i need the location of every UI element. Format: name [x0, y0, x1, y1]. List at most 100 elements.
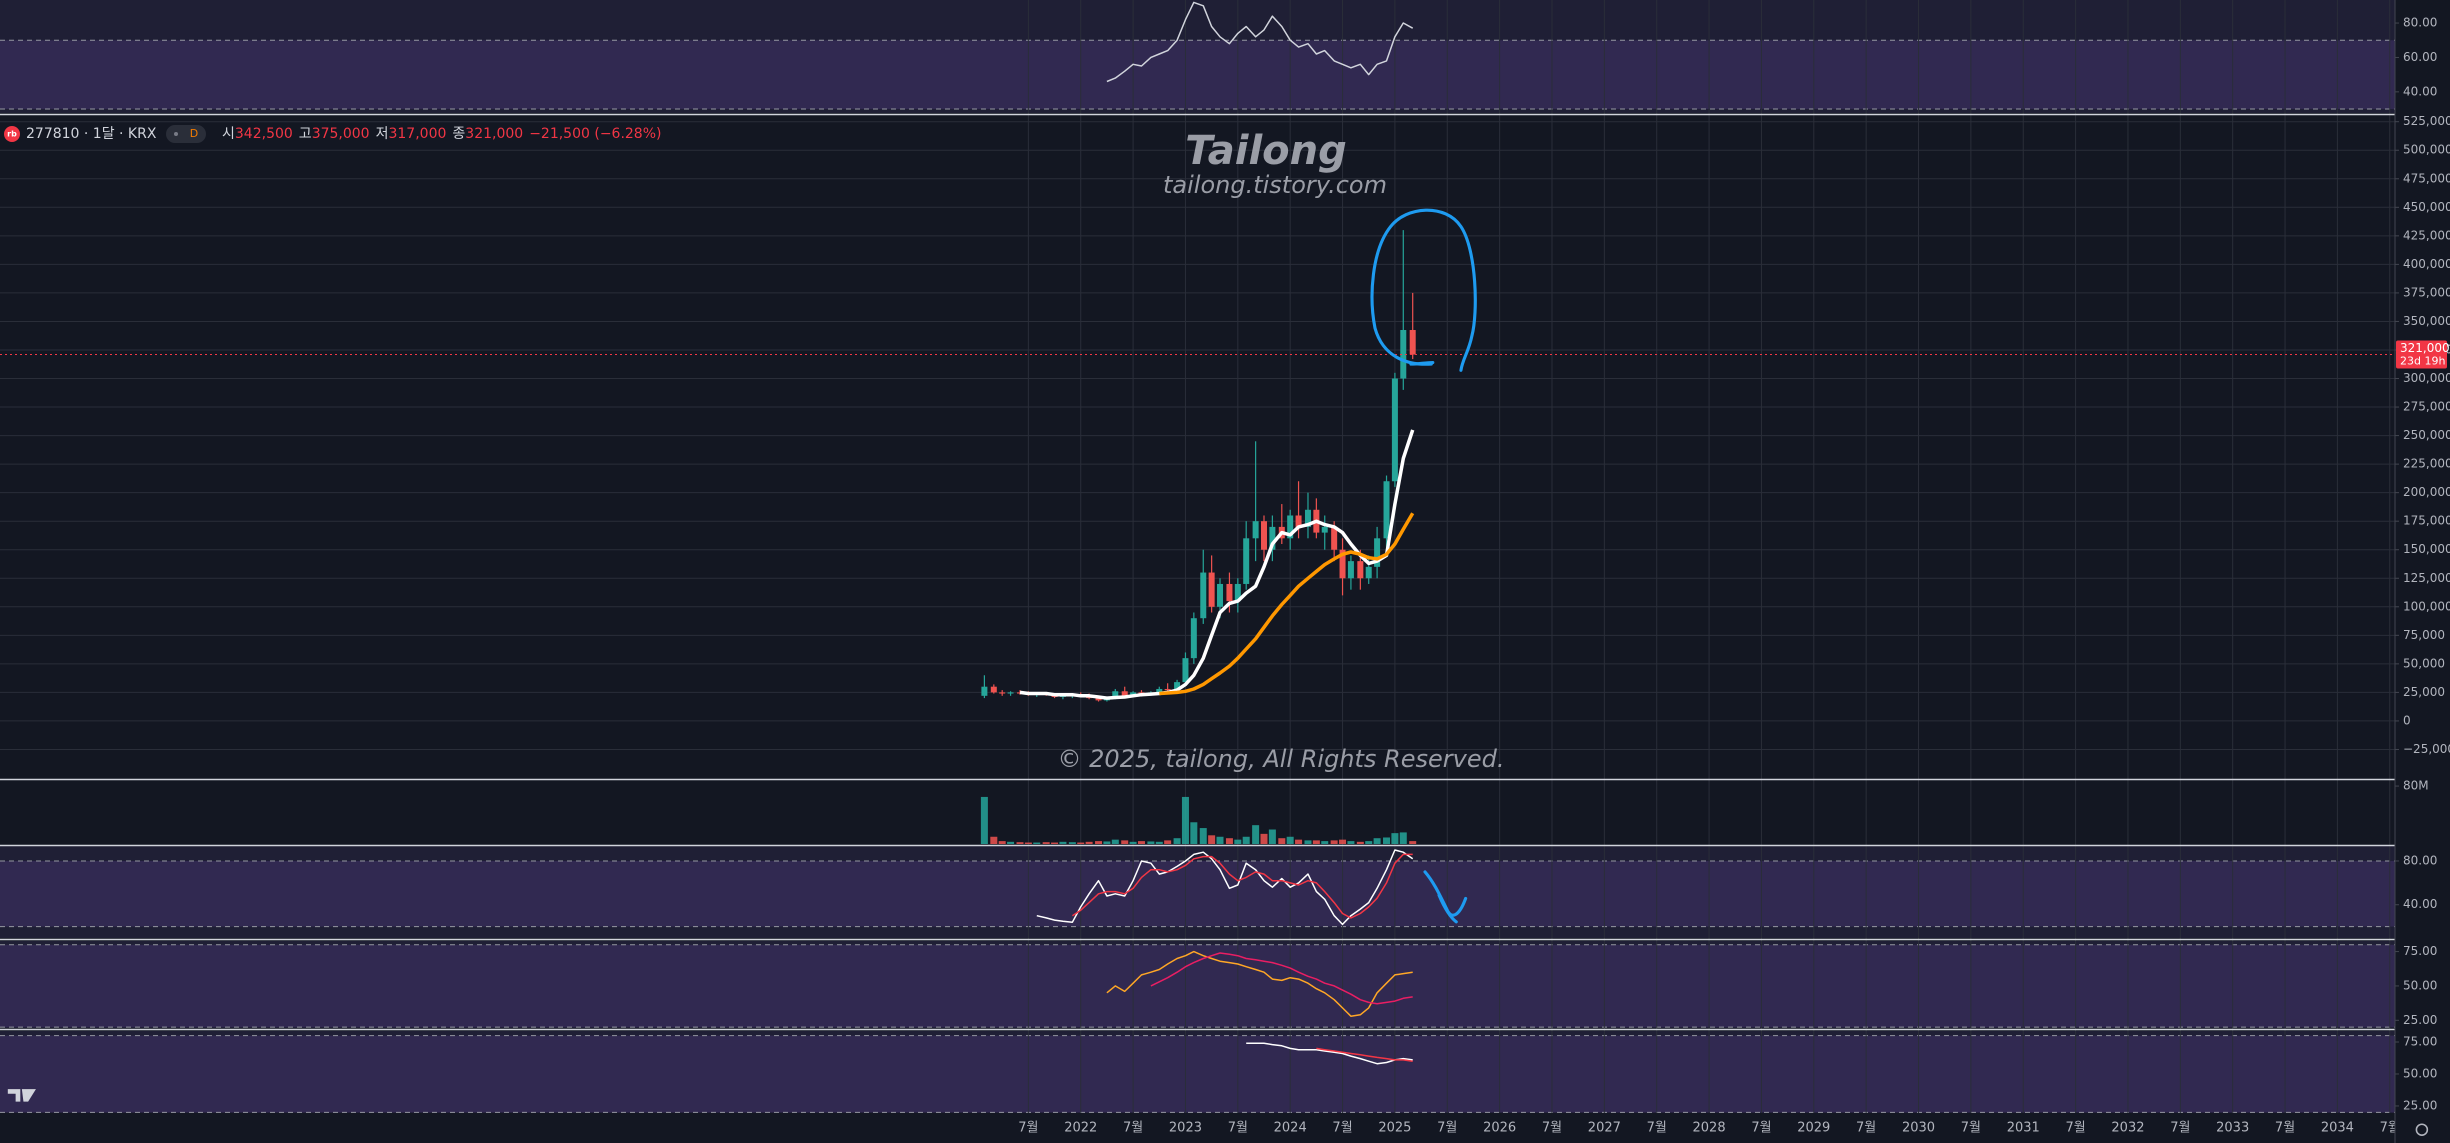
watermark-title: Tailong	[1185, 128, 1347, 174]
y-tick-label: 300,000	[2403, 371, 2450, 385]
volume-bar	[1111, 839, 1119, 844]
volume-bar	[1391, 833, 1399, 844]
candle-body	[1304, 509, 1311, 527]
band	[0, 860, 2395, 927]
low-label: 저	[376, 126, 389, 142]
y-tick-label: 150,000	[2403, 542, 2450, 556]
x-tick-label: 7월	[1332, 1121, 1352, 1136]
high: 375,000	[312, 126, 370, 142]
volume-bar	[1199, 828, 1207, 844]
countdown: 23d 19h	[2400, 355, 2445, 368]
price-scale	[2395, 0, 2450, 1143]
y-tick-label: 225,000	[2403, 457, 2450, 471]
candle-body	[1321, 526, 1328, 533]
volume-bar	[1103, 841, 1111, 844]
volume-bar	[1137, 841, 1145, 844]
y-tick-label: 75.00	[2403, 944, 2437, 958]
indicator-line	[1106, 1, 1414, 83]
candle-body	[1208, 572, 1215, 607]
candle-body	[1365, 566, 1372, 579]
candle-body	[1095, 698, 1102, 701]
volume-bar	[1121, 840, 1129, 844]
volume-bar	[1095, 841, 1103, 844]
volume-bar	[1383, 837, 1391, 844]
candle-body	[1391, 378, 1398, 482]
volume-bar	[1007, 841, 1015, 844]
volume-bar	[1312, 840, 1320, 844]
y-tick-label: 475,000	[2403, 171, 2450, 185]
x-tick-label: 7월	[2170, 1121, 2190, 1136]
close: 321,000	[465, 126, 523, 142]
copyright: © 2025, tailong, All Rights Reserved.	[1058, 745, 1505, 773]
candle-body	[1243, 538, 1250, 584]
y-tick-label: 425,000	[2403, 228, 2450, 242]
panel-fill	[0, 1031, 2395, 1113]
candle-body	[1339, 549, 1346, 579]
candle-body	[1226, 583, 1233, 602]
band	[0, 944, 2395, 1028]
volume-bar	[1147, 841, 1155, 844]
x-tick-label: 7월	[1123, 1121, 1143, 1136]
indicator-line	[1316, 1047, 1413, 1062]
stroke-annotation	[1409, 360, 1435, 366]
volume-bar	[1347, 841, 1355, 844]
y-tick-label: 400,000	[2403, 257, 2450, 271]
indicator-line	[1106, 950, 1413, 1017]
high-label: 고	[299, 126, 312, 142]
volume-bar	[1216, 836, 1224, 844]
x-tick-label: 7월	[1751, 1121, 1771, 1136]
volume-bar	[1129, 841, 1137, 844]
volume-bar	[1085, 841, 1093, 844]
watermark-url: tailong.tistory.com	[1163, 171, 1387, 199]
volume-bar	[1373, 838, 1381, 844]
volume-bar	[1051, 842, 1059, 844]
logo[interactable]	[7, 1089, 36, 1102]
volume-bar	[998, 841, 1006, 844]
volume-bar	[1024, 842, 1032, 844]
overlay: rb 277810 · 1달 · KRX D 시342,500 고375,000 저…	[4, 125, 2429, 1136]
y-tick-label: 500,000	[2403, 143, 2450, 157]
y-tick-label: 525,000	[2403, 114, 2450, 128]
candle-body	[981, 686, 988, 696]
volume-bar	[1242, 836, 1250, 844]
band	[0, 40, 2395, 110]
x-tick-label: 2034	[2321, 1121, 2354, 1136]
volume-bar	[1016, 842, 1024, 844]
ohlc: 시342,500 고375,000 저317,000 종321,000 −21,500 …	[222, 126, 661, 142]
y-tick-label: 250,000	[2403, 428, 2450, 442]
volume-bar	[1356, 841, 1364, 844]
band	[0, 1035, 2395, 1113]
y-tick-label: 75.00	[2403, 1035, 2437, 1049]
candle-body	[1156, 688, 1163, 693]
settings-icon[interactable]	[2415, 1123, 2429, 1136]
badge	[166, 125, 206, 143]
panel-fill	[0, 0, 2395, 113]
candle-body	[999, 692, 1006, 694]
volume-bar	[1260, 833, 1268, 844]
candle-body	[1331, 526, 1338, 550]
symbol[interactable]: 277810 · 1달 · KRX	[26, 126, 157, 142]
volume-bar	[990, 836, 998, 844]
y-tick-label: 175,000	[2403, 514, 2450, 528]
y-tick-label: 350,000	[2403, 314, 2450, 328]
indicator-line	[1071, 853, 1413, 919]
candle-body	[1295, 515, 1302, 527]
volume-bar	[1068, 842, 1076, 844]
indicator-line	[1150, 952, 1413, 1005]
volume-bar	[1339, 839, 1347, 844]
volume-bar	[1173, 838, 1181, 844]
y-tick-label: 450,000	[2403, 200, 2450, 214]
volume-bar	[1164, 840, 1172, 844]
volume-bar	[980, 796, 988, 844]
candle-body	[1252, 521, 1259, 539]
candle-body	[1182, 658, 1189, 683]
indicator-line	[1246, 1042, 1413, 1065]
x-tick-label: 7월	[1961, 1121, 1981, 1136]
y-tick-label: 375,000	[2403, 285, 2450, 299]
x-tick-label: 2029	[1797, 1121, 1830, 1136]
volume-bar	[1409, 841, 1417, 844]
open: 342,500	[235, 126, 293, 142]
x-tick-label: 7월	[1437, 1121, 1457, 1136]
candle-body	[1409, 330, 1416, 355]
